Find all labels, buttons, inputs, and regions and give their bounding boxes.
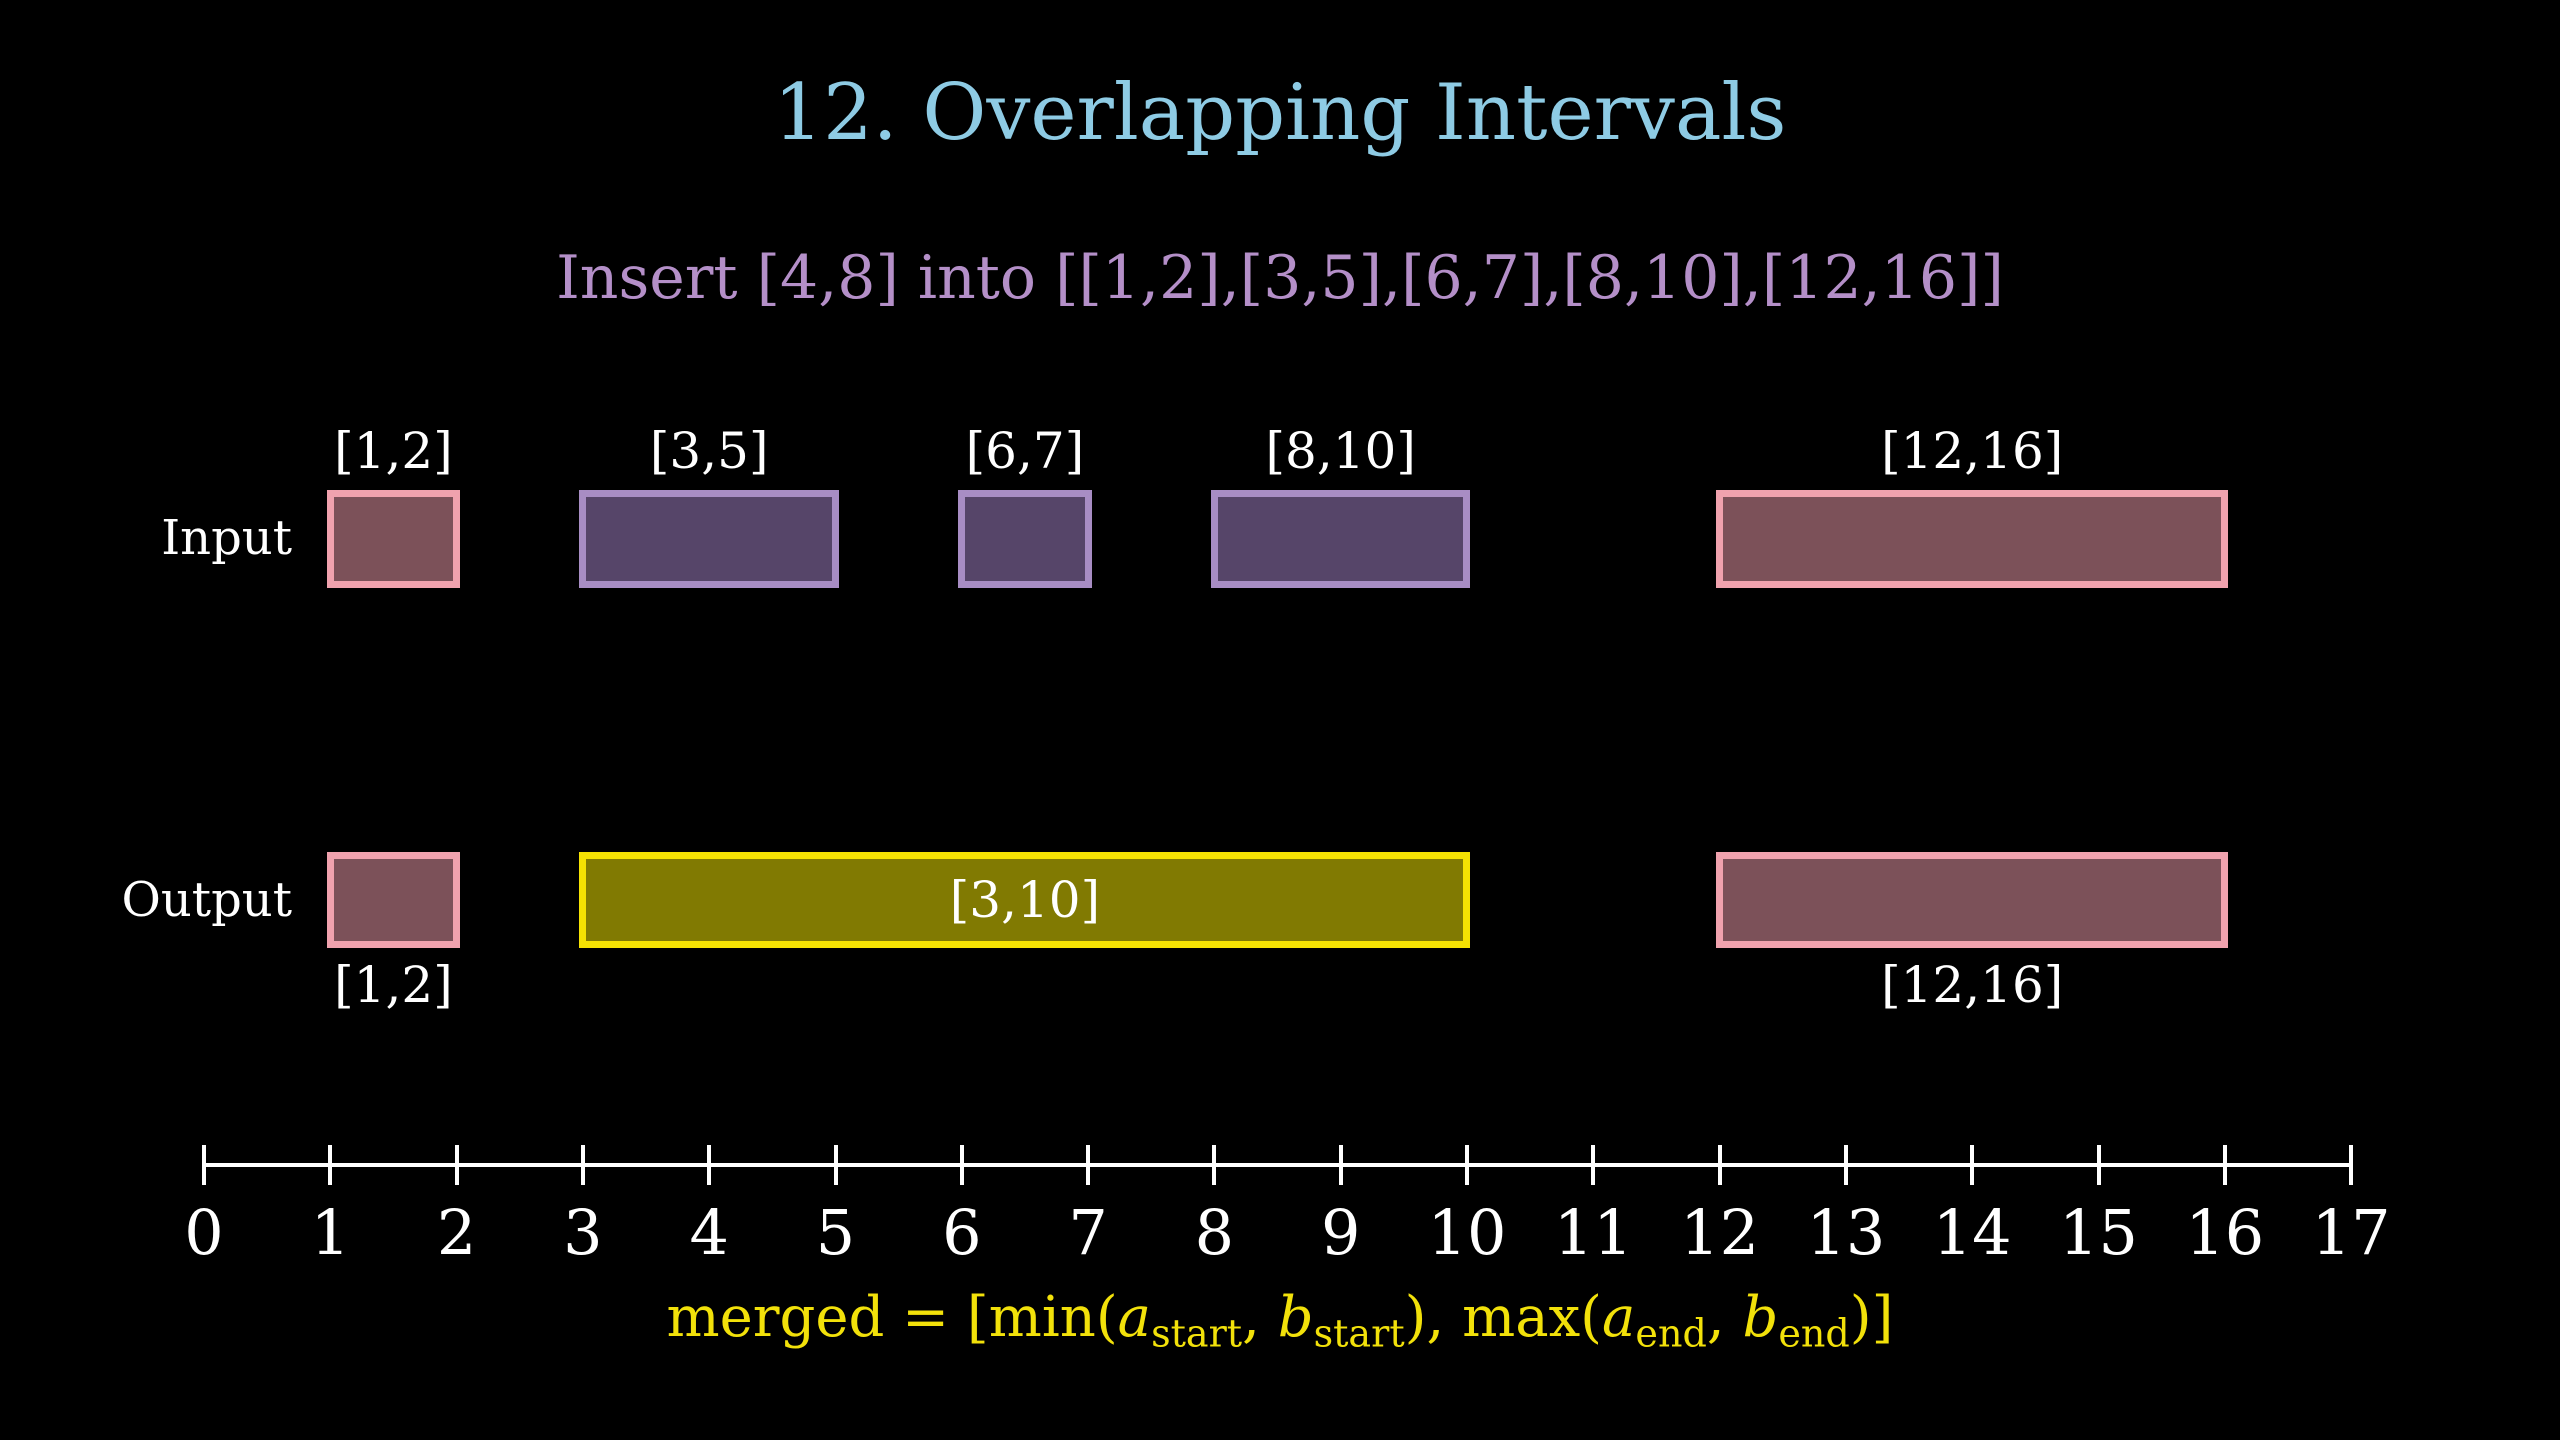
interval-label: [1,2] bbox=[334, 956, 453, 1014]
formula-segment: )] bbox=[1849, 1285, 1894, 1350]
tick-label: 1 bbox=[310, 1196, 351, 1269]
interval-label: [12,16] bbox=[1881, 956, 2064, 1014]
input-row-label: Input bbox=[161, 510, 292, 566]
tick-label: 3 bbox=[563, 1196, 603, 1269]
output_row-interval-box bbox=[326, 852, 461, 948]
tick-mark bbox=[1465, 1145, 1469, 1185]
tick-label: 8 bbox=[1194, 1196, 1235, 1269]
tick-mark bbox=[454, 1145, 459, 1185]
tick-label: 7 bbox=[1068, 1196, 1108, 1269]
tick-mark bbox=[2096, 1145, 2101, 1185]
formula-segment: b bbox=[1742, 1285, 1779, 1350]
tick-mark bbox=[1843, 1145, 1848, 1185]
interval-label: [6,7] bbox=[965, 422, 1085, 480]
tick-mark bbox=[328, 1145, 333, 1185]
tick-label: 14 bbox=[1932, 1196, 2012, 1269]
tick-mark bbox=[2222, 1145, 2227, 1185]
tick-label: 11 bbox=[1553, 1196, 1633, 1269]
input_row-interval-box bbox=[579, 490, 839, 588]
tick-mark bbox=[833, 1145, 838, 1185]
subtitle-problem-statement: Insert [4,8] into [[1,2],[3,5],[6,7],[8,… bbox=[556, 243, 2004, 313]
output-row-label: Output bbox=[121, 872, 292, 928]
tick-mark bbox=[1970, 1145, 1975, 1185]
tick-mark bbox=[1717, 1145, 1722, 1185]
tick-label: 12 bbox=[1680, 1196, 1760, 1269]
interval-label: [1,2] bbox=[334, 422, 453, 480]
input_row-interval-box bbox=[326, 490, 461, 588]
formula-segment: end bbox=[1778, 1311, 1850, 1356]
tick-label: 9 bbox=[1320, 1196, 1361, 1269]
input_row-interval-box bbox=[958, 490, 1092, 588]
tick-label: 2 bbox=[436, 1196, 477, 1269]
output_row-interval-box bbox=[1716, 852, 2229, 948]
number-line-axis bbox=[202, 1163, 2354, 1167]
output_row-interval-box: [3,10] bbox=[579, 852, 1471, 948]
tick-label: 5 bbox=[815, 1196, 856, 1269]
formula-segment: start bbox=[1151, 1311, 1243, 1356]
formula-segment: , bbox=[1242, 1285, 1278, 1350]
tick-mark bbox=[707, 1145, 712, 1185]
tick-mark bbox=[959, 1145, 964, 1185]
merge-formula: merged = [min(astart, bstart), max(aend,… bbox=[0, 1284, 2560, 1357]
interval-label: [3,5] bbox=[649, 422, 769, 480]
tick-label: 13 bbox=[1806, 1196, 1886, 1269]
formula-segment: ), max( bbox=[1404, 1285, 1603, 1350]
tick-mark bbox=[1591, 1145, 1596, 1185]
tick-label: 15 bbox=[2059, 1196, 2138, 1269]
tick-mark bbox=[580, 1145, 585, 1185]
formula-segment: a bbox=[1602, 1285, 1636, 1350]
formula-segment: start bbox=[1313, 1311, 1405, 1356]
interval-label: [3,10] bbox=[949, 871, 1101, 929]
tick-mark bbox=[202, 1145, 206, 1185]
tick-mark bbox=[1086, 1145, 1091, 1185]
tick-label: 0 bbox=[184, 1196, 224, 1269]
interval-label: [8,10] bbox=[1265, 422, 1416, 480]
tick-label: 16 bbox=[2185, 1196, 2265, 1269]
input_row-interval-box bbox=[1716, 490, 2229, 588]
interval-label: [12,16] bbox=[1881, 422, 2064, 480]
tick-mark bbox=[1212, 1145, 1217, 1185]
tick-mark bbox=[2349, 1145, 2354, 1185]
page-title: 12. Overlapping Intervals bbox=[773, 68, 1787, 158]
tick-label: 10 bbox=[1427, 1196, 1507, 1269]
formula-segment: merged = [min( bbox=[666, 1285, 1118, 1350]
formula-segment: end bbox=[1635, 1311, 1707, 1356]
formula-segment: , bbox=[1706, 1285, 1743, 1350]
tick-label: 6 bbox=[942, 1196, 982, 1269]
tick-label: 4 bbox=[689, 1196, 729, 1269]
tick-label: 17 bbox=[2311, 1196, 2391, 1269]
input_row-interval-box bbox=[1210, 490, 1471, 588]
formula-segment: a bbox=[1117, 1285, 1152, 1350]
formula-segment: b bbox=[1277, 1285, 1314, 1350]
tick-mark bbox=[1338, 1145, 1343, 1185]
